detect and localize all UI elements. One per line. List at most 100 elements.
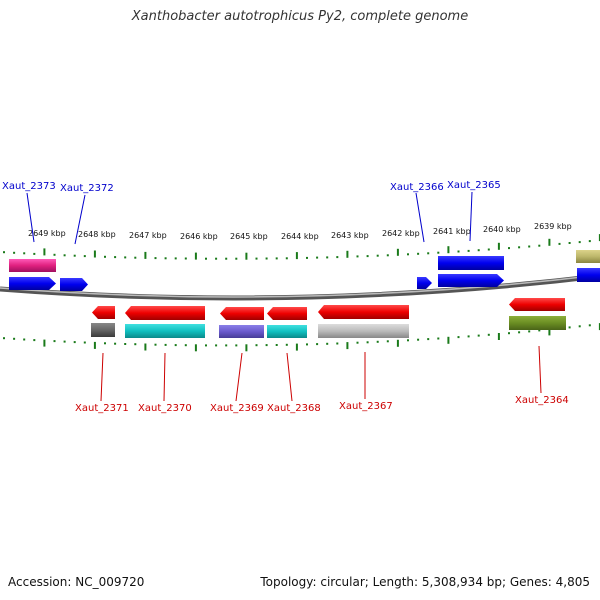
- kbp-label: 2647 kbp: [129, 231, 167, 240]
- leader-line: [538, 345, 542, 394]
- major-tick: [396, 339, 399, 347]
- minor-tick: [104, 255, 106, 258]
- gene-label[interactable]: Xaut_2367: [339, 401, 393, 412]
- minor-tick: [518, 246, 521, 249]
- leader-line: [163, 352, 166, 402]
- minor-tick: [215, 257, 218, 260]
- gene-xaut2372-arrow[interactable]: [60, 278, 88, 291]
- gene-xaut2373-feature[interactable]: [9, 259, 56, 272]
- minor-tick: [386, 340, 389, 343]
- gene-label[interactable]: Xaut_2372: [60, 183, 114, 194]
- minor-tick: [73, 254, 76, 257]
- major-tick: [43, 339, 46, 347]
- minor-tick: [164, 257, 167, 260]
- minor-tick: [326, 342, 329, 345]
- gene-xaut2367-arrow[interactable]: [318, 305, 409, 319]
- minor-tick: [154, 343, 157, 346]
- minor-tick: [467, 249, 470, 252]
- minor-tick: [23, 252, 26, 255]
- major-tick: [497, 242, 500, 250]
- minor-tick: [558, 242, 561, 245]
- minor-tick: [83, 255, 86, 258]
- major-tick: [295, 343, 298, 351]
- minor-tick: [407, 339, 409, 342]
- gene-offscreen-feature[interactable]: [576, 250, 600, 263]
- gene-label[interactable]: Xaut_2369: [210, 403, 264, 414]
- minor-tick: [427, 252, 430, 255]
- major-tick: [346, 250, 349, 258]
- gene-xaut2369-arrow[interactable]: [220, 307, 264, 320]
- minor-tick: [23, 338, 26, 341]
- minor-tick: [407, 253, 409, 256]
- genome-backbone-highlight: [0, 274, 600, 298]
- minor-tick: [114, 256, 117, 259]
- minor-tick: [63, 340, 66, 343]
- minor-tick: [124, 343, 127, 345]
- gene-xaut2364-feature[interactable]: [509, 316, 566, 330]
- gene-xaut2367-feature[interactable]: [318, 324, 409, 338]
- minor-tick: [437, 251, 440, 254]
- minor-tick: [33, 252, 36, 255]
- gene-label[interactable]: Xaut_2371: [75, 403, 129, 414]
- minor-tick: [275, 344, 278, 346]
- kbp-label: 2641 kbp: [433, 227, 471, 236]
- leader-line: [286, 352, 293, 402]
- major-tick: [548, 328, 551, 336]
- gene-label[interactable]: Xaut_2373: [2, 181, 56, 192]
- gene-xaut2371-arrow[interactable]: [92, 306, 115, 319]
- minor-tick: [205, 344, 207, 347]
- gene-xaut2373-arrow[interactable]: [9, 277, 56, 290]
- leader-line: [100, 352, 104, 402]
- gene-label[interactable]: Xaut_2364: [515, 395, 569, 406]
- gene-xaut2368-feature[interactable]: [267, 325, 307, 338]
- gene-label[interactable]: Xaut_2370: [138, 403, 192, 414]
- minor-tick: [306, 343, 308, 346]
- major-tick: [93, 341, 96, 349]
- kbp-label: 2648 kbp: [78, 230, 116, 239]
- major-tick: [548, 238, 551, 246]
- gene-xaut2370-feature[interactable]: [125, 324, 205, 338]
- gene-label[interactable]: Xaut_2365: [447, 180, 501, 191]
- major-tick: [598, 234, 600, 242]
- gene-offscreen-arrow[interactable]: [577, 268, 600, 282]
- minor-tick: [578, 241, 581, 244]
- gene-xaut2365-arrow[interactable]: [438, 274, 504, 287]
- minor-tick: [386, 254, 389, 257]
- minor-tick: [63, 254, 66, 257]
- gene-xaut2365-feature[interactable]: [438, 256, 504, 270]
- major-tick: [396, 248, 399, 256]
- minor-tick: [285, 257, 288, 260]
- minor-tick: [13, 337, 16, 340]
- gene-label[interactable]: Xaut_2366: [390, 182, 444, 193]
- gene-xaut2364-arrow[interactable]: [509, 298, 565, 311]
- minor-tick: [437, 337, 440, 340]
- minor-tick: [114, 342, 117, 345]
- kbp-label: 2640 kbp: [483, 225, 521, 234]
- minor-tick: [184, 257, 187, 260]
- major-tick: [245, 252, 248, 260]
- major-tick: [194, 252, 197, 260]
- minor-tick: [568, 242, 571, 244]
- kbp-label: 2649 kbp: [28, 229, 66, 238]
- minor-tick: [265, 257, 268, 260]
- minor-tick: [427, 338, 430, 341]
- gene-xaut2370-arrow[interactable]: [125, 306, 205, 320]
- minor-tick: [487, 248, 490, 251]
- minor-tick: [33, 339, 36, 342]
- gene-xaut2371-feature[interactable]: [91, 323, 115, 337]
- gene-xaut2368-arrow[interactable]: [267, 307, 307, 320]
- minor-tick: [528, 245, 531, 248]
- minor-tick: [457, 250, 460, 253]
- minor-tick: [285, 343, 288, 346]
- gene-xaut2366-arrow[interactable]: [417, 277, 432, 289]
- minor-tick: [3, 251, 5, 254]
- gene-xaut2369-feature[interactable]: [219, 325, 264, 338]
- minor-tick: [53, 340, 56, 343]
- major-tick: [194, 344, 197, 352]
- minor-tick: [134, 343, 137, 346]
- minor-tick: [134, 256, 137, 259]
- kbp-label: 2645 kbp: [230, 232, 268, 241]
- leader-line: [74, 194, 86, 245]
- gene-label[interactable]: Xaut_2368: [267, 403, 321, 414]
- minor-tick: [316, 343, 319, 346]
